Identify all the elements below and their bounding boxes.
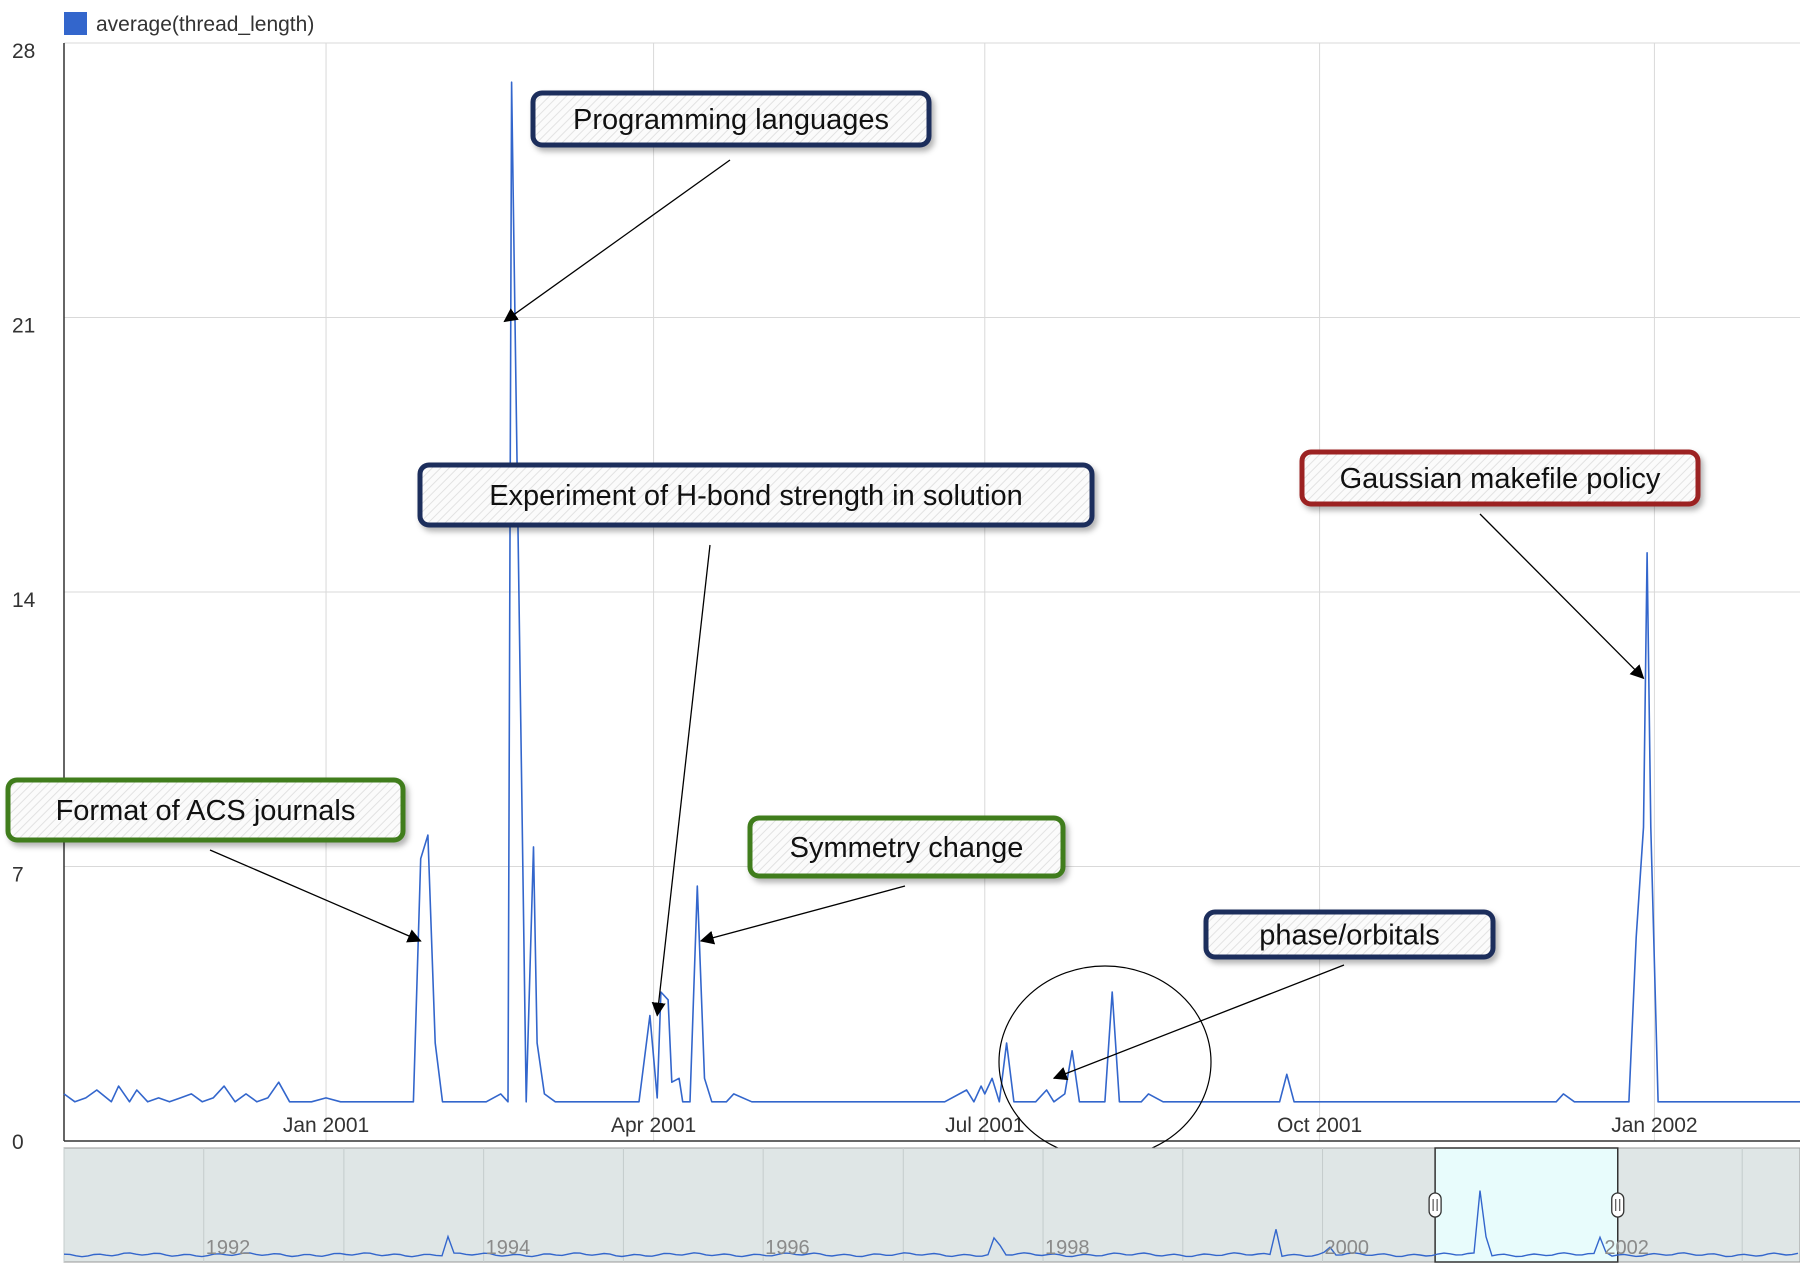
legend[interactable]: average(thread_length)	[64, 12, 314, 36]
annotation-box	[1299, 449, 1701, 507]
legend-label: average(thread_length)	[96, 13, 314, 36]
highlight-circle	[998, 965, 1212, 1159]
range-handle-grip[interactable]	[1428, 1192, 1442, 1218]
annotation-label: Programming languages	[573, 104, 889, 136]
legend-swatch	[64, 12, 87, 35]
overview-year-label: 1994	[486, 1237, 531, 1259]
annotation-arrow	[1052, 964, 1345, 1081]
y-tick-label: 21	[12, 315, 35, 338]
annotation-arrow	[209, 849, 422, 943]
range-overview[interactable]: 1992 1994 1996 1998 2000 2002	[63, 1147, 1800, 1263]
overview-year-label: 2002	[1604, 1237, 1649, 1259]
annotation-label: Format of ACS journals	[56, 795, 356, 827]
annotation-box	[747, 815, 1066, 879]
annotation-arrow	[1479, 513, 1645, 680]
annotation-label: phase/orbitals	[1259, 920, 1440, 952]
overview-year-labels: 1992 1994 1996 1998 2000 2002	[206, 1237, 1649, 1259]
range-handle[interactable]	[1611, 1192, 1625, 1218]
y-tick-label: 7	[12, 864, 24, 887]
x-tick-label: Apr 2001	[611, 1114, 696, 1137]
x-tick-label: Oct 2001	[1277, 1114, 1362, 1137]
annotation-arrow	[503, 159, 731, 323]
annotation-box	[1203, 909, 1496, 960]
x-tick-label: Jan 2002	[1611, 1114, 1697, 1137]
x-axis-ticks: Jan 2001 Apr 2001 Jul 2001 Oct 2001 Jan 2002	[283, 1114, 1698, 1137]
y-axis-ticks: 0 7 14 21 28	[12, 40, 36, 1154]
annotations: Programming languages Experiment of H-bon…	[5, 90, 1701, 1081]
annotation-box	[530, 90, 932, 148]
x-tick-label: Jan 2001	[283, 1114, 369, 1137]
annotation-callout: Format of ACS journals	[5, 777, 422, 943]
annotation-label: Symmetry change	[790, 832, 1024, 864]
annotation-box	[5, 777, 406, 843]
y-tick-label: 0	[12, 1131, 24, 1154]
overview-year-label: 1996	[765, 1237, 810, 1259]
overview-year-label: 2000	[1325, 1237, 1370, 1259]
overview-handles[interactable]	[1428, 1192, 1625, 1218]
overview-year-label: 1998	[1045, 1237, 1090, 1259]
overview-selection-window[interactable]	[1434, 1147, 1619, 1263]
annotation-label: Gaussian makefile policy	[1340, 463, 1661, 495]
annotation-callout: phase/orbitals	[1052, 909, 1496, 1081]
annotation-callout: Gaussian makefile policy	[1299, 449, 1701, 680]
overview-year-label: 1992	[206, 1237, 251, 1259]
annotation-arrow	[651, 544, 711, 1017]
annotation-label: Experiment of H-bond strength in solutio…	[489, 480, 1023, 512]
x-tick-label: Jul 2001	[945, 1114, 1024, 1137]
series-line-average-thread-length[interactable]	[63, 81, 1800, 1103]
annotation-callout: Experiment of H-bond strength in solutio…	[417, 462, 1095, 1017]
y-tick-label: 28	[12, 40, 35, 63]
range-handle-grip[interactable]	[1611, 1192, 1625, 1218]
annotation-arrow	[699, 885, 906, 945]
grid	[64, 42, 1800, 1141]
y-tick-label: 14	[12, 589, 36, 612]
range-handle[interactable]	[1428, 1192, 1442, 1218]
overview-series-line	[63, 1190, 1799, 1258]
annotation-callout: Programming languages	[503, 90, 932, 323]
annotation-callout: Symmetry change	[699, 815, 1066, 945]
annotation-box	[417, 462, 1095, 528]
